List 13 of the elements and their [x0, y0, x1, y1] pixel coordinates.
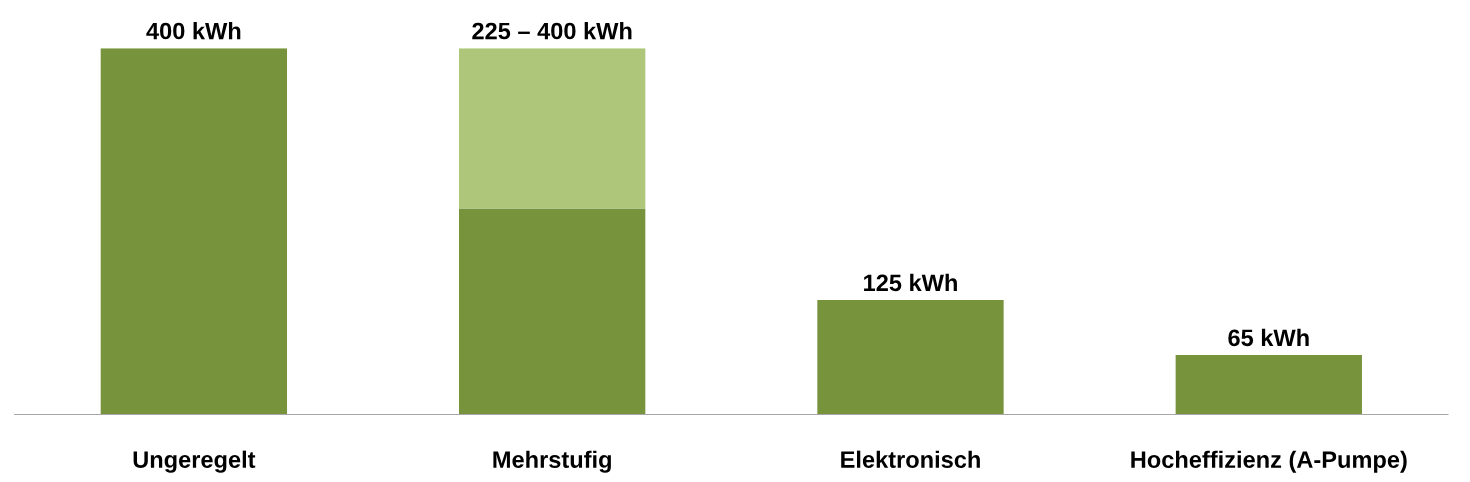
data-label: 65 kWh [1228, 328, 1309, 347]
x-tick-label: Elektronisch [841, 450, 980, 468]
bar [1175, 354, 1362, 415]
total-label: 225 – 400 kWh [472, 22, 632, 40]
data-label: 400 kWh [146, 22, 241, 40]
x-tick-label: Ungeregelt [133, 450, 256, 473]
x-tick-label: Mehrstufig [493, 450, 611, 473]
x-tick-label: Hocheffizienz (A-Pumpe) [1131, 450, 1407, 473]
bar [459, 48, 646, 209]
data-label: 125 kWh [864, 273, 957, 292]
bar [100, 48, 288, 415]
bar [459, 208, 646, 415]
bar [817, 300, 1004, 415]
